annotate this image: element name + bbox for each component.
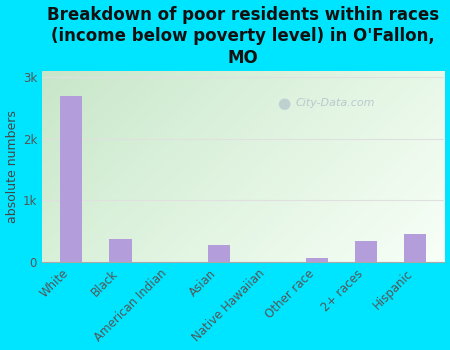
Bar bbox=[306, 258, 328, 262]
Text: ●: ● bbox=[277, 96, 290, 111]
Bar bbox=[404, 234, 426, 262]
Bar bbox=[207, 245, 230, 262]
Text: City-Data.com: City-Data.com bbox=[296, 98, 375, 108]
Y-axis label: absolute numbers: absolute numbers bbox=[5, 110, 18, 223]
Bar bbox=[109, 239, 131, 262]
Bar bbox=[60, 96, 82, 262]
Bar bbox=[355, 240, 377, 262]
Title: Breakdown of poor residents within races
(income below poverty level) in O'Fallo: Breakdown of poor residents within races… bbox=[47, 6, 439, 66]
